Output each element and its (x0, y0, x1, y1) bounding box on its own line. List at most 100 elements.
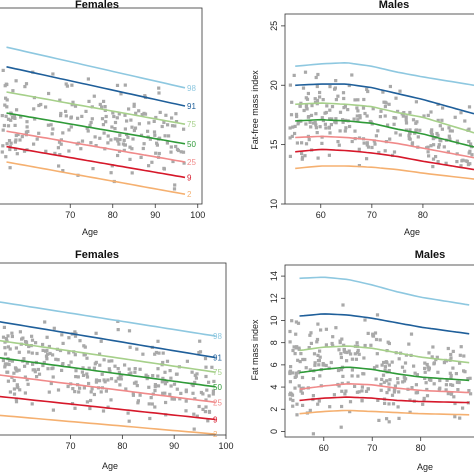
data-point (298, 104, 302, 108)
y-tick-label: 2 (269, 407, 279, 412)
data-point (35, 351, 39, 356)
percentile-line-2 (299, 409, 470, 416)
data-point (301, 357, 305, 362)
data-point (201, 407, 205, 411)
data-point (371, 107, 375, 111)
data-point (302, 108, 306, 113)
data-point (165, 359, 170, 363)
data-point (185, 359, 189, 363)
data-point (304, 142, 309, 146)
percentile-line-75 (299, 345, 470, 364)
data-point (334, 121, 338, 125)
data-point (308, 333, 312, 337)
data-point (331, 335, 335, 339)
y-axis-label: Fat-free mass index (250, 70, 260, 150)
data-point (305, 107, 309, 111)
data-point (342, 96, 346, 101)
data-point (429, 110, 433, 114)
data-point (360, 385, 364, 389)
data-point (372, 366, 377, 370)
percentile-line-98 (6, 46, 186, 89)
data-point (369, 120, 373, 124)
data-point (98, 136, 102, 140)
data-point (158, 136, 162, 140)
data-point (147, 385, 151, 389)
data-point (135, 384, 139, 388)
data-point (362, 141, 366, 145)
data-point (16, 132, 20, 137)
data-point (127, 329, 132, 333)
data-point (391, 402, 396, 406)
data-point (403, 361, 408, 365)
data-point (304, 105, 308, 109)
data-point (58, 348, 63, 353)
percentile-line-98 (299, 276, 470, 306)
data-point (82, 353, 86, 357)
data-point (388, 378, 392, 382)
data-point (78, 339, 82, 343)
data-point (81, 366, 85, 370)
data-point (192, 427, 196, 431)
data-point (51, 72, 55, 76)
data-point (51, 353, 55, 357)
data-point (387, 102, 391, 106)
data-point (336, 368, 341, 373)
data-point (134, 111, 138, 115)
data-point (467, 139, 471, 144)
data-point (308, 120, 312, 124)
data-point (321, 362, 325, 366)
data-point (165, 379, 169, 384)
data-point (6, 370, 10, 374)
data-point (85, 400, 89, 404)
data-point (449, 356, 453, 360)
data-point (385, 391, 389, 395)
data-point (304, 96, 308, 100)
data-point (313, 363, 317, 367)
data-point (315, 131, 319, 135)
data-point (73, 353, 77, 357)
data-point (470, 153, 474, 157)
data-point (371, 334, 375, 338)
data-point (297, 347, 301, 351)
data-point (23, 85, 27, 89)
data-point (117, 370, 121, 375)
data-point (169, 376, 173, 380)
data-point (288, 154, 292, 158)
data-point (3, 84, 7, 88)
data-point (292, 73, 296, 77)
data-point (296, 122, 300, 126)
data-point (445, 378, 449, 382)
data-point (467, 389, 471, 393)
data-point (127, 367, 131, 371)
data-point (161, 360, 165, 365)
data-point (140, 113, 144, 117)
data-point (324, 126, 328, 130)
data-point (107, 367, 111, 371)
data-point (356, 118, 360, 122)
data-point (146, 374, 150, 379)
data-point (109, 377, 114, 381)
data-point (291, 404, 295, 408)
data-point (309, 113, 314, 117)
data-point (410, 141, 415, 145)
data-point (123, 127, 127, 131)
data-point (123, 363, 127, 367)
data-point (100, 105, 104, 109)
data-point (76, 375, 80, 379)
data-point (66, 384, 70, 389)
y-tick-label: 15 (269, 140, 279, 150)
data-point (307, 346, 311, 350)
data-point (403, 369, 407, 373)
percentile-line-25 (299, 382, 470, 394)
data-point (102, 131, 106, 135)
data-point (300, 375, 305, 380)
data-point (35, 375, 39, 379)
data-point (85, 126, 89, 130)
data-point (328, 405, 332, 409)
data-point (133, 370, 137, 374)
data-point (115, 83, 120, 87)
data-point (392, 122, 396, 126)
data-point (80, 139, 85, 143)
data-point (424, 381, 428, 385)
